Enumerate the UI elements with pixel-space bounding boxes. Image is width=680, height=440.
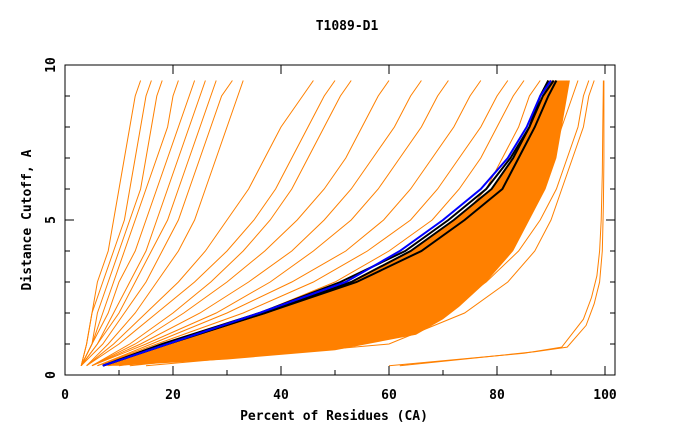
x-tick-label: 80 xyxy=(489,388,505,403)
y-tick-label: 5 xyxy=(44,216,59,224)
series-line-model-20 xyxy=(118,80,579,367)
series-line-highlight-28 xyxy=(102,79,552,367)
axis-ticks: 0 20 40 60 80 100 0 5 10 xyxy=(44,57,617,403)
series-line-model-11 xyxy=(91,80,352,367)
x-axis-label: Percent of Residues (CA) xyxy=(240,409,428,424)
x-tick-label: 20 xyxy=(165,388,181,403)
series-line-model-19 xyxy=(108,80,568,367)
y-axis-label: Distance Cutoff, A xyxy=(20,149,35,290)
series-line-model-2 xyxy=(80,80,163,366)
series-line-model-9 xyxy=(86,80,314,367)
series-line-model-12 xyxy=(91,80,390,367)
series-line-model-13 xyxy=(91,80,422,367)
series-line-model-14 xyxy=(91,80,449,367)
y-tick-label: 0 xyxy=(44,371,59,379)
series-line-model-8 xyxy=(86,80,244,367)
dense-model-band xyxy=(102,80,570,366)
x-tick-label: 0 xyxy=(61,388,69,403)
series-line-model-15 xyxy=(97,80,482,367)
series-line-model-22 xyxy=(145,80,595,367)
series-line-model-6 xyxy=(80,80,217,366)
x-tick-label: 100 xyxy=(593,388,617,403)
y-tick-label: 10 xyxy=(44,57,59,73)
plot-area xyxy=(80,79,605,367)
series-line-model-5 xyxy=(80,80,206,366)
series-line-model-7 xyxy=(80,80,233,367)
series-line-model-4 xyxy=(80,80,196,366)
x-tick-label: 60 xyxy=(381,388,397,403)
series-line-model-24 xyxy=(399,80,605,367)
series-line-model-16 xyxy=(97,80,509,367)
series-line-model-23 xyxy=(388,80,604,367)
x-tick-label: 40 xyxy=(273,388,289,403)
series-line-model-21 xyxy=(129,80,590,367)
chart-title: T1089-D1 xyxy=(316,19,379,34)
series-line-reference-27 xyxy=(102,80,558,367)
series-line-model-18 xyxy=(102,80,541,367)
series-line-model-10 xyxy=(86,80,336,367)
series-line-model-1 xyxy=(80,80,152,366)
series-line-model-3 xyxy=(80,80,179,366)
